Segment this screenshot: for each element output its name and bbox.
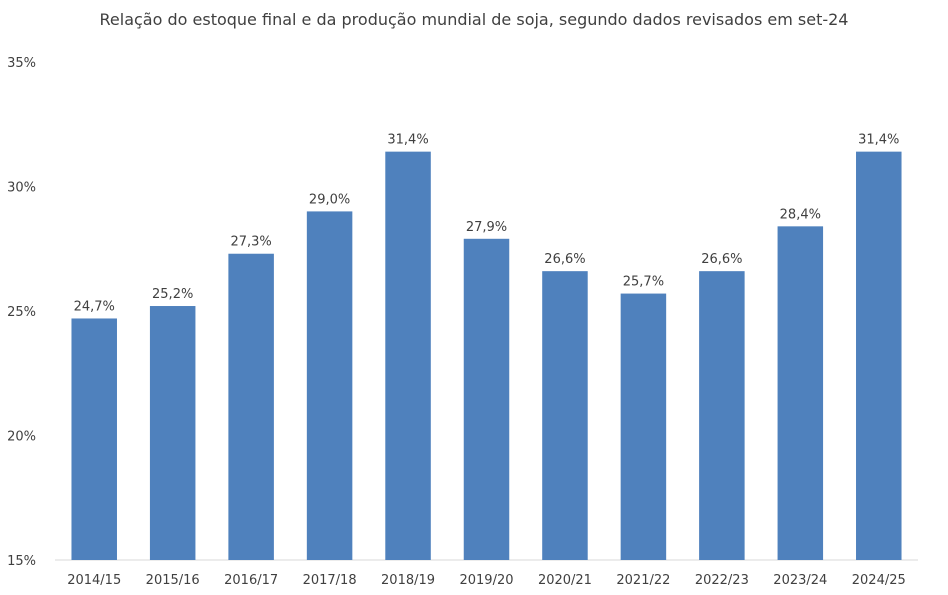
x-tick-label: 2024/25 [852,573,906,588]
x-tick-label: 2022/23 [695,573,749,588]
x-tick-label: 2014/15 [67,573,121,588]
bar [149,306,196,560]
x-tick-label: 2021/22 [616,573,670,588]
bar [71,318,117,560]
data-label: 27,3% [230,235,271,250]
chart-title: Relação do estoque final e da produção m… [99,10,849,29]
x-tick-label: 2018/19 [381,573,435,588]
bar [542,271,588,560]
bar [777,226,824,560]
bar [385,151,431,560]
data-label: 28,4% [780,207,821,222]
data-label: 25,7% [623,275,664,290]
bar [699,271,745,560]
y-tick-label: 35% [7,56,36,71]
data-label: 31,4% [858,133,899,148]
x-tick-label: 2017/18 [303,573,357,588]
data-label: 25,2% [152,287,193,302]
data-label: 24,7% [74,299,115,314]
bar [463,238,510,561]
y-tick-label: 20% [7,430,36,445]
bar [620,293,667,560]
y-tick-label: 30% [7,181,36,196]
data-label: 27,9% [466,220,507,235]
x-tick-label: 2015/16 [146,573,200,588]
data-label: 26,6% [701,252,742,267]
x-tick-label: 2023/24 [773,573,827,588]
y-tick-label: 25% [7,305,36,320]
data-label: 31,4% [387,133,428,148]
x-tick-label: 2016/17 [224,573,278,588]
y-tick-label: 15% [7,554,36,569]
data-label: 26,6% [544,252,585,267]
data-label: 29,0% [309,192,350,207]
x-tick-label: 2020/21 [538,573,592,588]
x-tick-label: 2019/20 [459,573,513,588]
bar [228,253,274,561]
bar [306,211,353,560]
bar [856,151,902,560]
